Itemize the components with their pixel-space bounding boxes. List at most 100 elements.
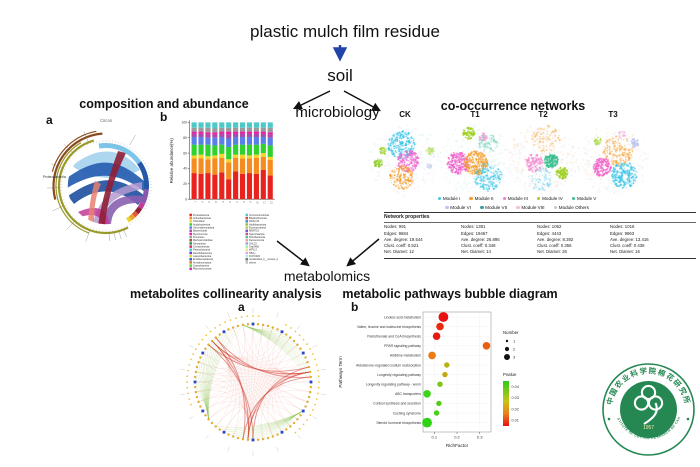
svg-text:Crenarchaeota: Crenarchaeota [193,246,210,249]
module-legend-item: Module VII [479,205,507,210]
svg-text:Nitrospirota: Nitrospirota [193,242,206,245]
network-label-t1: T1 [470,110,480,119]
flow-title: plastic mulch film residue [250,22,440,41]
svg-text:GAL15: GAL15 [249,242,257,245]
circos-title: Circos [100,118,112,123]
heading-networks: co-occurrence networks [440,99,586,113]
svg-text:0: 0 [185,197,187,201]
svg-text:Bdellovibrionota: Bdellovibrionota [249,217,267,220]
svg-text:Elusimicrobiota: Elusimicrobiota [249,227,266,230]
network-label-t3: T3 [608,110,618,119]
svg-text:NB1-j: NB1-j [249,252,256,255]
svg-text:2: 2 [200,201,202,203]
svg-text:Entotheonellaeota: Entotheonellaeota [193,258,214,261]
network-properties-title: Network properties [384,213,696,223]
svg-text:7: 7 [235,201,237,203]
svg-text:Actinobacteriota: Actinobacteriota [193,217,211,220]
network-ck [368,124,442,198]
svg-text:4: 4 [214,201,216,203]
module-legend-item: Module V [571,196,596,201]
svg-text:8: 8 [242,201,244,203]
module-legend-item: Module II [469,196,494,201]
svg-text:others: others [249,261,257,264]
svg-text:Myxococcota: Myxococcota [193,233,208,236]
circos-ribbons [67,151,145,225]
svg-text:80: 80 [183,136,187,140]
svg-text:Latescibacterota: Latescibacterota [193,255,212,258]
svg-text:10: 10 [256,201,258,204]
panel-label-composition-b: b [160,110,168,124]
network-label-ck: CK [399,110,411,119]
split-arrows-icon [292,90,381,112]
network-properties-table: Network properties Nodes: 991 Edges: 9684… [384,212,696,259]
network-properties-column: Nodes: 1062 Edges: 4443 Ave. degree: 8.392… [537,224,574,255]
svg-text:60: 60 [183,151,187,155]
svg-text:RCP2-54: RCP2-54 [249,220,260,223]
svg-text:3: 3 [207,201,209,203]
svg-text:Patescibacteria: Patescibacteria [193,249,211,252]
svg-text:Desulfobacterota: Desulfobacterota [193,252,212,255]
converge-arrows-icon [276,238,380,267]
circos-taxon-label: Proteobacteria [43,175,66,179]
network-label-t2: T2 [538,110,548,119]
panel-label-composition-a: a [46,113,53,127]
network-properties-column: Nodes: 991 Edges: 9684 Ave. degree: 19.544… [384,224,423,255]
svg-text:Spirochaetota: Spirochaetota [249,233,265,236]
svg-text:Chloroflexi: Chloroflexi [193,220,205,223]
module-legend-item: Module IV [536,196,563,201]
svg-text:Acidobacteriota: Acidobacteriota [193,223,211,226]
metabolite-collinearity-network [180,308,326,456]
svg-text:6: 6 [228,201,230,203]
svg-text:Bacteroidota: Bacteroidota [193,230,208,233]
svg-text:Relative abundance(%): Relative abundance(%) [169,138,174,184]
flow-node-metabolomics: metabolomics [283,268,371,284]
module-legend-item: Module I [437,196,460,201]
svg-text:12: 12 [269,201,271,204]
network-t1 [439,122,511,198]
flow-node-microbiology: microbiology [295,104,380,121]
svg-text:Verrucomicrobiota: Verrucomicrobiota [249,214,270,217]
network-properties-column: Nodes: 1391 Edges: 19467 Ave. degree: 26.8… [461,224,500,255]
stamp-year: 1957 [643,425,654,431]
svg-text:FCPU426: FCPU426 [249,255,261,258]
svg-text:Planctomycetota: Planctomycetota [193,268,212,271]
module-legend-item: Module III [502,196,528,201]
network-properties-column: Nodes: 1016 Edges: 9963 Ave. degree: 13.41… [610,224,649,255]
module-legend-item: Module Others [553,205,589,210]
svg-text:Fibrobacterota: Fibrobacterota [249,236,266,239]
heading-bubble: metabolic pathways bubble diagram [342,287,558,301]
module-legend-row1: Module I Module II Module III Module IV Modu… [392,196,642,201]
svg-text:WPS-2: WPS-2 [249,249,257,252]
svg-text:MBNT15: MBNT15 [249,230,259,233]
module-legend-row2: Module VI Module VII Module VIII Module Oth… [392,205,642,210]
svg-text:Methylomirabilota: Methylomirabilota [193,239,213,242]
svg-text:Sva0485: Sva0485 [249,246,259,249]
svg-text:20: 20 [183,182,187,186]
svg-text:100: 100 [181,121,187,125]
panel-label-metabolomics-a: a [238,300,245,314]
network-t2 [508,124,579,197]
svg-text:11: 11 [263,201,265,204]
svg-text:Gemmatimonadota: Gemmatimonadota [193,227,215,230]
network-t3 [577,124,649,196]
svg-text:Abditibacteriota: Abditibacteriota [249,223,267,226]
heading-composition: composition and abundance [79,97,249,111]
flow-node-soil: soil [327,66,353,85]
svg-text:Cyanobacteria: Cyanobacteria [193,265,210,268]
institute-stamp: 中国农业科学院棉花研究所 INSTITUTE OF COTTON RESEARC… [598,357,695,456]
svg-text:9: 9 [249,201,251,203]
svg-text:Firmicutes: Firmicutes [193,236,205,239]
svg-text:1: 1 [193,201,195,203]
module-legend-item: Module VI [445,205,471,210]
svg-text:unclassified_k__norank_d__Bact: unclassified_k__norank_d__Bacteria [249,258,278,261]
svg-text:5: 5 [221,201,223,203]
svg-text:Deinococcota: Deinococcota [249,239,265,242]
stamp-clover-emblem [633,384,664,425]
arrow-down-icon [332,45,348,62]
svg-text:Armatimonadota: Armatimonadota [193,261,212,264]
heading-collinearity: metabolites collinearity analysis [130,287,322,301]
svg-text:40: 40 [183,167,187,171]
circos-chord-diagram: Circos Proteobacteria [43,118,152,242]
